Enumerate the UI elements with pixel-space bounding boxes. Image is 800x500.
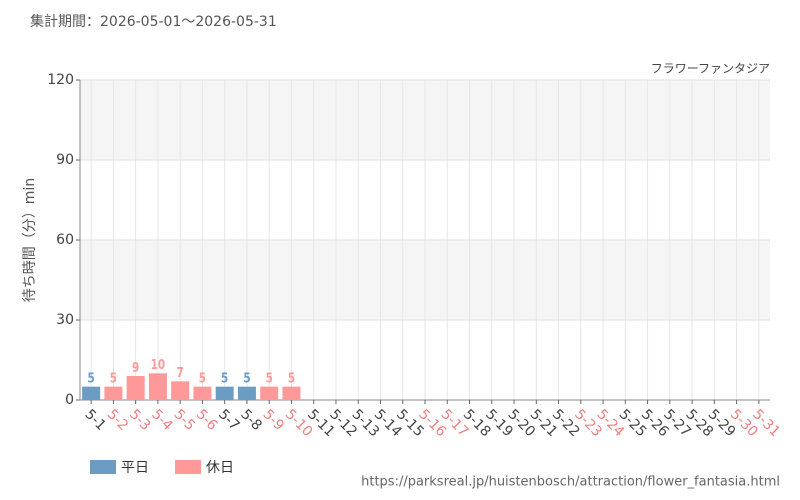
legend-label: 平日 [121,460,149,476]
x-tick-label: 5-2 [104,406,131,433]
data-label: 5 [110,370,117,385]
bar [104,386,123,400]
x-tick-label: 5-3 [126,406,153,433]
source-url: https://parksreal.jp/huistenbosch/attrac… [361,475,780,490]
x-tick-label: 5-8 [237,406,264,433]
bar [260,386,279,400]
x-tick-label: 5-5 [171,406,198,433]
data-label: 5 [199,370,206,385]
x-tick-label: 5-6 [193,406,221,434]
data-label: 5 [243,370,250,385]
legend-swatch [175,460,201,474]
y-tick-label: 0 [65,392,74,408]
y-tick-label: 90 [56,152,74,168]
y-tick-label: 60 [56,232,74,248]
bar [215,386,234,400]
bar [193,386,212,400]
data-label: 5 [221,370,228,385]
legend-label: 休日 [206,460,234,476]
x-tick-label: 5-4 [148,406,176,434]
bar [171,381,190,400]
bar [282,386,301,400]
bar [126,376,145,400]
bar [82,386,101,400]
data-label: 10 [151,357,165,372]
x-tick-label: 5-1 [81,406,108,433]
legend-swatch [90,460,116,474]
x-tick-label: 5-7 [215,406,242,433]
x-tick-label: 5-9 [260,406,287,433]
data-label: 9 [132,360,139,375]
y-tick-label: 120 [47,72,74,88]
data-label: 5 [88,370,95,385]
bar [148,373,167,400]
data-label: 5 [288,370,295,385]
bar [237,386,256,400]
y-tick-label: 30 [56,312,74,328]
chart-subtitle: フラワーファンタジア [651,62,770,76]
y-axis-label: 待ち時間（分）min [22,178,38,302]
chart-title: 集計期間：2026-05-01～2026-05-31 [30,13,277,30]
data-label: 7 [177,365,184,380]
data-label: 5 [266,370,273,385]
